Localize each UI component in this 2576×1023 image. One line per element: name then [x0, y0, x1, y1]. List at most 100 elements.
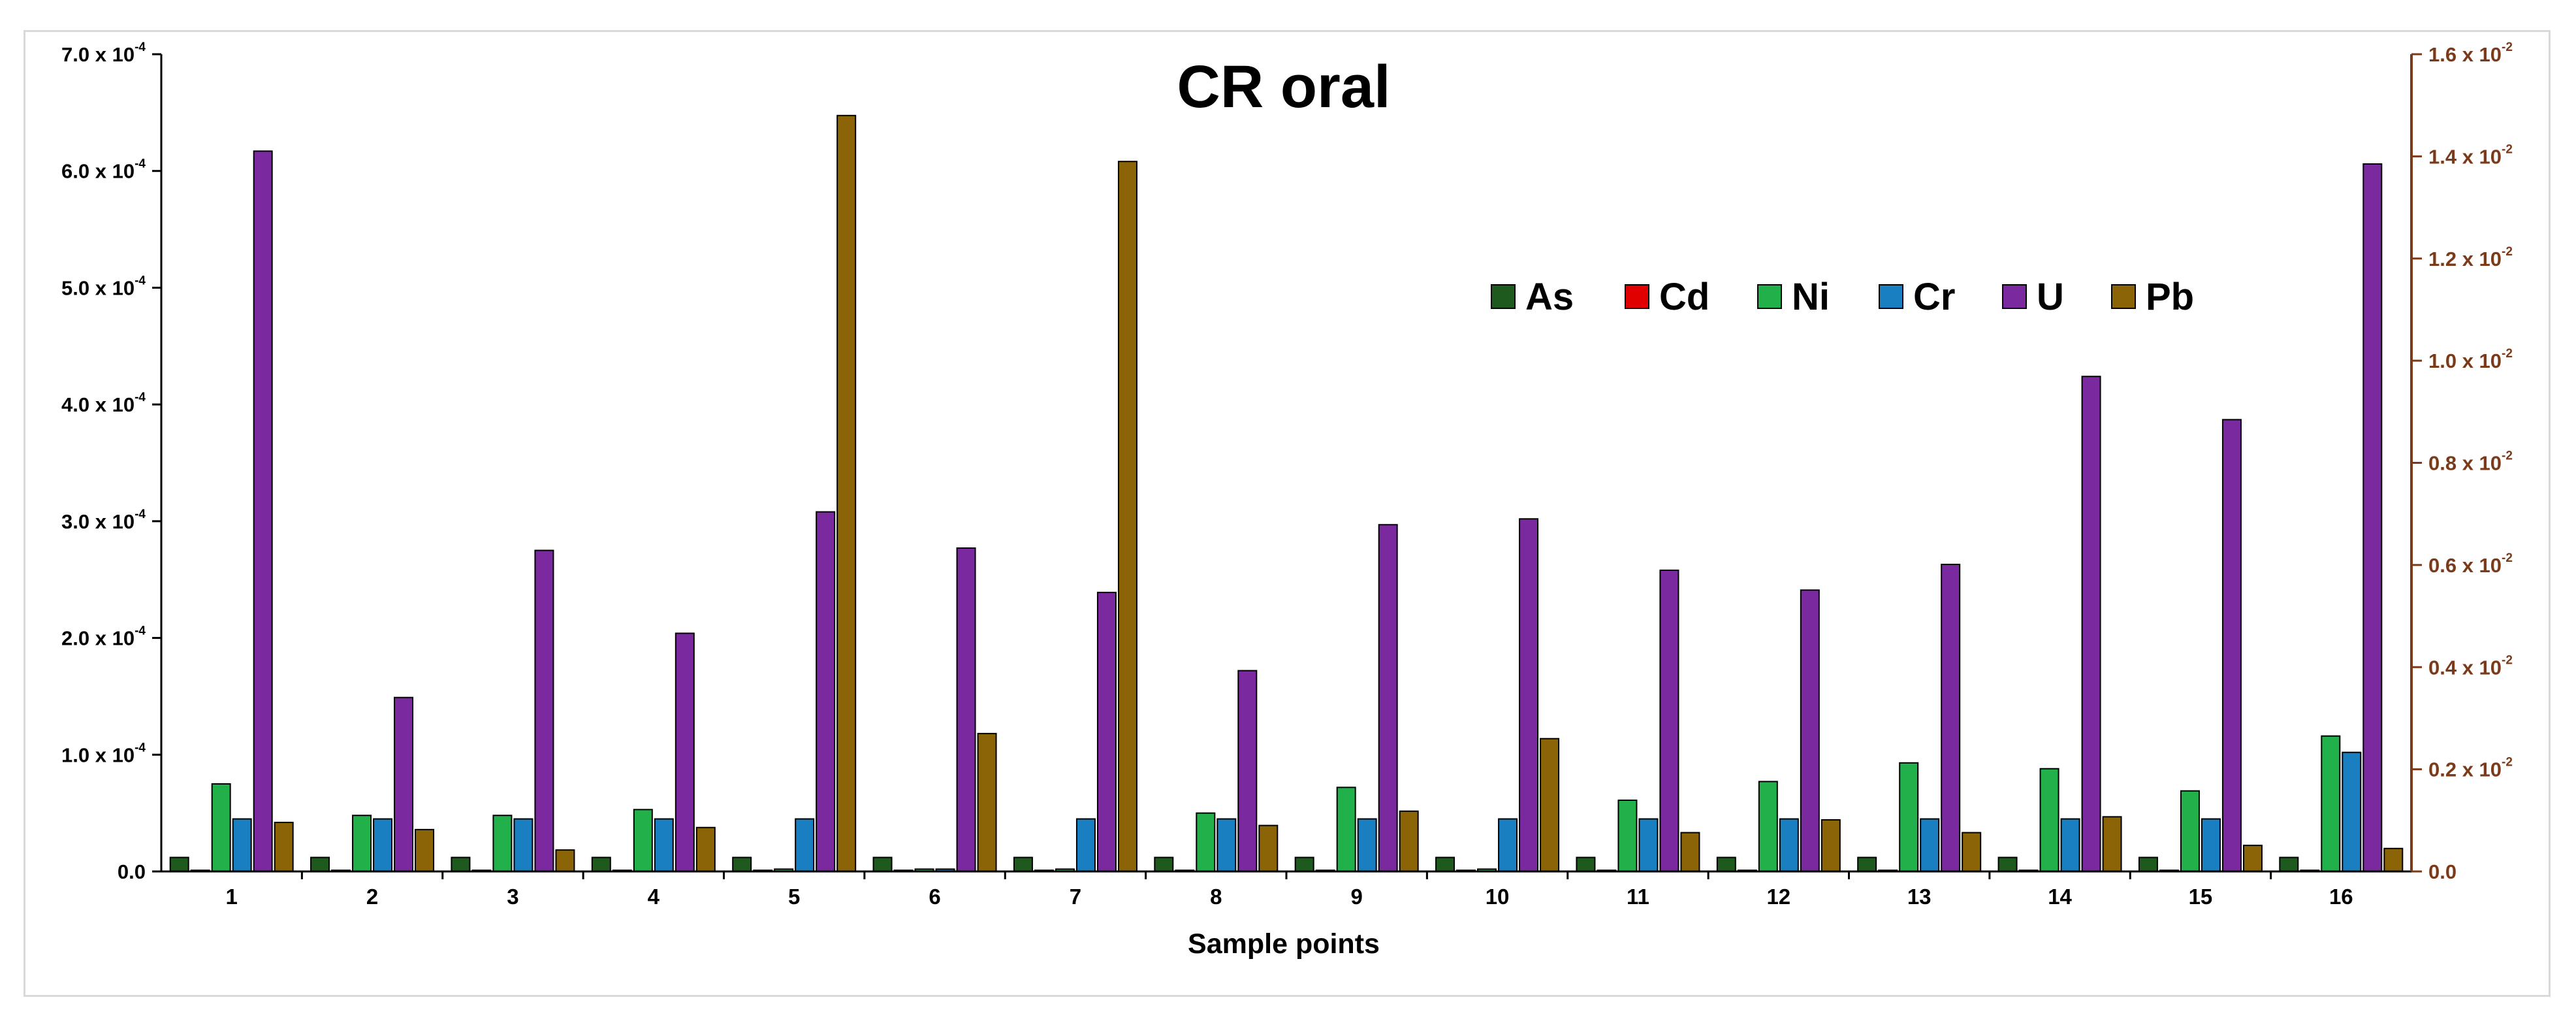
- bar-u-8: [1237, 670, 1258, 873]
- bar-u-7: [1096, 591, 1117, 872]
- bar-u-14: [2081, 376, 2101, 872]
- bar-u-13: [1941, 563, 1961, 873]
- bar-pb-9: [1399, 810, 1419, 873]
- bar-pb-1: [274, 821, 294, 872]
- bar-pb-16: [2383, 847, 2404, 873]
- bar-cr-2: [373, 818, 393, 873]
- right-tick-label: 1.6 x 10-2: [2428, 41, 2513, 66]
- left-tick-label: 5.0 x 10-4: [61, 274, 146, 299]
- bar-ni-15: [2180, 790, 2200, 872]
- bar-as-2: [310, 856, 330, 873]
- legend-swatch-cd: [1625, 284, 1649, 309]
- x-tick-label: 2: [366, 885, 378, 909]
- bar-ni-4: [633, 809, 653, 872]
- legend-label-cr: Cr: [1913, 276, 1955, 318]
- bar-cr-7: [1075, 818, 1096, 873]
- x-tick-label: 15: [2189, 885, 2213, 909]
- bar-cr-5: [795, 818, 815, 873]
- chart-title: CR oral: [1177, 54, 1390, 120]
- bar-as-12: [1716, 856, 1736, 873]
- bar-cr-8: [1216, 818, 1237, 873]
- bar-as-8: [1154, 856, 1174, 873]
- x-tick-label: 10: [1486, 885, 1510, 909]
- legend-label-ni: Ni: [1792, 276, 1830, 318]
- right-tick-label: 1.2 x 10-2: [2428, 245, 2513, 270]
- bar-u-3: [534, 549, 554, 872]
- bar-pb-15: [2242, 845, 2263, 873]
- right-tick-label: 1.0 x 10-2: [2428, 347, 2513, 372]
- bar-ni-12: [1758, 781, 1778, 873]
- bar-as-4: [591, 856, 611, 873]
- bar-cr-15: [2201, 818, 2221, 873]
- bar-as-15: [2138, 856, 2158, 873]
- bar-pb-14: [2102, 816, 2122, 872]
- right-tick-label: 0.0: [2428, 860, 2457, 883]
- bar-pb-7: [1117, 161, 1137, 873]
- bar-ni-1: [211, 783, 231, 872]
- bar-as-3: [451, 856, 471, 873]
- bar-pb-8: [1258, 824, 1279, 872]
- legend-swatch-u: [2002, 284, 2027, 309]
- legend-swatch-pb: [2111, 284, 2136, 309]
- bar-ni-3: [492, 815, 513, 873]
- x-tick-label: 13: [1907, 885, 1932, 909]
- bar-u-12: [1800, 589, 1820, 872]
- x-tick-label: 4: [648, 885, 660, 909]
- bar-pb-2: [415, 828, 435, 872]
- bar-cr-1: [232, 818, 252, 873]
- bar-cr-16: [2342, 751, 2362, 872]
- right-tick-label: 1.4 x 10-2: [2428, 142, 2513, 168]
- bar-pb-3: [555, 849, 575, 873]
- bar-ni-9: [1336, 787, 1356, 872]
- bar-as-6: [872, 856, 893, 873]
- bar-u-2: [394, 696, 414, 872]
- bar-u-11: [1659, 569, 1679, 872]
- bar-u-5: [816, 511, 836, 872]
- legend-swatch-cr: [1879, 284, 1903, 309]
- left-tick-label: 1.0 x 10-4: [61, 741, 146, 766]
- legend-label-cd: Cd: [1659, 276, 1709, 318]
- chart-frame: CR oral Sample points 0.0 1.0 x 10-4 2.0 x…: [24, 30, 2551, 997]
- bar-as-13: [1857, 856, 1877, 873]
- bar-u-16: [2362, 163, 2383, 872]
- bar-u-15: [2221, 419, 2242, 872]
- bar-cr-14: [2060, 818, 2080, 873]
- legend-label-pb: Pb: [2146, 276, 2194, 318]
- bar-cr-12: [1779, 818, 1799, 873]
- bar-u-10: [1519, 518, 1539, 872]
- bar-cr-9: [1357, 818, 1377, 873]
- bar-pb-11: [1680, 832, 1700, 873]
- left-tick-label: 2.0 x 10-4: [61, 625, 146, 650]
- left-tick-label: 7.0 x 10-4: [61, 41, 146, 66]
- bar-as-16: [2279, 856, 2299, 873]
- bar-pb-4: [695, 826, 716, 873]
- bar-cr-4: [654, 818, 674, 873]
- bar-ni-14: [2039, 768, 2059, 873]
- bar-as-9: [1294, 856, 1314, 873]
- bar-as-5: [732, 856, 752, 873]
- x-tick-label: 12: [1766, 885, 1790, 909]
- right-tick-label: 0.4 x 10-2: [2428, 653, 2513, 679]
- bar-u-9: [1378, 524, 1398, 872]
- bar-pb-6: [977, 732, 997, 873]
- bar-u-6: [956, 547, 976, 872]
- x-tick-label: 7: [1070, 885, 1081, 909]
- bar-as-11: [1576, 856, 1596, 873]
- left-tick-label: 0.0: [118, 860, 146, 883]
- bar-chart: CR oral Sample points 0.0 1.0 x 10-4 2.0 x…: [61, 41, 2513, 960]
- x-tick-label: 3: [507, 885, 518, 909]
- bar-as-10: [1435, 856, 1455, 873]
- right-tick-label: 0.8 x 10-2: [2428, 449, 2513, 475]
- x-tick-label: 5: [788, 885, 800, 909]
- x-tick-label: 16: [2329, 885, 2353, 909]
- bar-ni-8: [1196, 812, 1216, 872]
- right-tick-label: 0.6 x 10-2: [2428, 551, 2513, 577]
- x-tick-label: 6: [929, 885, 940, 909]
- bar-u-4: [675, 632, 695, 872]
- bar-pb-13: [1962, 832, 1982, 873]
- legend-swatch-ni: [1757, 284, 1782, 309]
- left-tick-label: 6.0 x 10-4: [61, 157, 146, 183]
- x-tick-label: 9: [1351, 885, 1363, 909]
- x-tick-label: 1: [226, 885, 238, 909]
- bar-cr-11: [1638, 818, 1659, 873]
